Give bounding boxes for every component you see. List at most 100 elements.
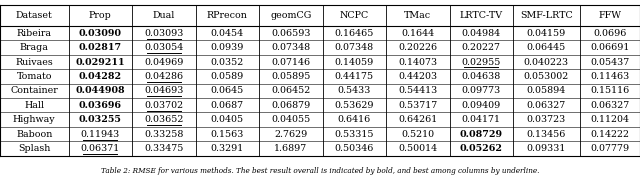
Text: 0.03054: 0.03054 (144, 43, 184, 52)
Text: 0.0589: 0.0589 (211, 72, 244, 81)
Text: 0.53629: 0.53629 (335, 101, 374, 110)
Text: 0.64261: 0.64261 (398, 115, 437, 124)
Text: Prop: Prop (89, 11, 111, 20)
Text: 0.05894: 0.05894 (527, 86, 566, 95)
Text: 0.5210: 0.5210 (401, 130, 435, 139)
Text: 0.0352: 0.0352 (211, 57, 244, 67)
Text: 0.6416: 0.6416 (338, 115, 371, 124)
Text: 1.6897: 1.6897 (274, 144, 307, 153)
Text: 0.5433: 0.5433 (337, 86, 371, 95)
Text: 0.16465: 0.16465 (335, 29, 374, 38)
Text: 0.09773: 0.09773 (461, 86, 501, 95)
Text: 0.04286: 0.04286 (144, 72, 183, 81)
Text: 0.0645: 0.0645 (211, 86, 244, 95)
Text: 0.33258: 0.33258 (144, 130, 184, 139)
Text: LRTC-TV: LRTC-TV (460, 11, 503, 20)
Text: 0.05437: 0.05437 (590, 57, 630, 67)
Text: 0.08729: 0.08729 (460, 130, 503, 139)
Text: 0.06593: 0.06593 (271, 29, 310, 38)
Text: 0.029211: 0.029211 (76, 57, 125, 67)
Text: Tomato: Tomato (17, 72, 52, 81)
Text: 0.20227: 0.20227 (461, 43, 500, 52)
Text: 0.0939: 0.0939 (211, 43, 244, 52)
Text: Highway: Highway (13, 115, 56, 124)
Text: 0.33475: 0.33475 (144, 144, 184, 153)
Text: 0.1644: 0.1644 (401, 29, 435, 38)
Text: Table 2: RMSE for various methods. The best result overall is indicated by bold,: Table 2: RMSE for various methods. The b… (101, 167, 539, 175)
Text: 0.03255: 0.03255 (79, 115, 122, 124)
Text: 0.03723: 0.03723 (527, 115, 566, 124)
Text: 0.44175: 0.44175 (335, 72, 374, 81)
Text: Dataset: Dataset (16, 11, 52, 20)
Text: Container: Container (10, 86, 58, 95)
Text: 0.3291: 0.3291 (211, 144, 244, 153)
Text: 0.06452: 0.06452 (271, 86, 310, 95)
Text: Dual: Dual (152, 11, 175, 20)
Text: TMac: TMac (404, 11, 431, 20)
Text: 0.06327: 0.06327 (527, 101, 566, 110)
Text: 0.04159: 0.04159 (527, 29, 566, 38)
Text: 0.04693: 0.04693 (144, 86, 184, 95)
Text: 0.04984: 0.04984 (461, 29, 501, 38)
Text: 0.07146: 0.07146 (271, 57, 310, 67)
Text: 0.0405: 0.0405 (211, 115, 244, 124)
Text: 0.09331: 0.09331 (527, 144, 566, 153)
Text: NCPC: NCPC (340, 11, 369, 20)
Text: 0.053002: 0.053002 (524, 72, 569, 81)
Text: 0.02817: 0.02817 (79, 43, 122, 52)
Text: 0.06879: 0.06879 (271, 101, 310, 110)
Text: 0.044908: 0.044908 (76, 86, 125, 95)
Text: 0.07779: 0.07779 (590, 144, 630, 153)
Text: 0.06327: 0.06327 (590, 101, 630, 110)
Text: 0.06371: 0.06371 (81, 144, 120, 153)
Text: Baboon: Baboon (16, 130, 52, 139)
Text: 0.14073: 0.14073 (398, 57, 437, 67)
Text: 0.06691: 0.06691 (590, 43, 630, 52)
Text: geomCG: geomCG (270, 11, 312, 20)
Text: 0.03652: 0.03652 (144, 115, 184, 124)
Text: Hall: Hall (24, 101, 44, 110)
Text: 0.53315: 0.53315 (335, 130, 374, 139)
Text: 0.14222: 0.14222 (591, 130, 629, 139)
Text: 0.14059: 0.14059 (335, 57, 374, 67)
Text: 0.040223: 0.040223 (524, 57, 569, 67)
Text: 0.50346: 0.50346 (335, 144, 374, 153)
Text: 0.20226: 0.20226 (398, 43, 437, 52)
Text: SMF-LRTC: SMF-LRTC (520, 11, 573, 20)
Text: 0.11943: 0.11943 (81, 130, 120, 139)
Text: 0.0454: 0.0454 (211, 29, 244, 38)
Text: 0.13456: 0.13456 (527, 130, 566, 139)
Text: 0.04055: 0.04055 (271, 115, 310, 124)
Text: 0.03696: 0.03696 (79, 101, 122, 110)
Text: 0.0696: 0.0696 (593, 29, 627, 38)
Text: 0.09409: 0.09409 (461, 101, 501, 110)
Text: 0.0687: 0.0687 (211, 101, 244, 110)
Text: 0.07348: 0.07348 (271, 43, 310, 52)
Text: FFW: FFW (598, 11, 621, 20)
Text: Splash: Splash (18, 144, 51, 153)
Text: Braga: Braga (20, 43, 49, 52)
Text: 0.04969: 0.04969 (144, 57, 184, 67)
Text: 0.50014: 0.50014 (398, 144, 437, 153)
Text: 0.54413: 0.54413 (398, 86, 437, 95)
Text: 0.02955: 0.02955 (461, 57, 501, 67)
Text: 0.05895: 0.05895 (271, 72, 310, 81)
Text: 0.04171: 0.04171 (461, 115, 500, 124)
Text: 0.04638: 0.04638 (461, 72, 501, 81)
Text: RPrecon: RPrecon (207, 11, 248, 20)
Text: Ruivaes: Ruivaes (15, 57, 53, 67)
Text: 0.15116: 0.15116 (590, 86, 630, 95)
Text: 0.03702: 0.03702 (144, 101, 183, 110)
Text: Ribeira: Ribeira (17, 29, 52, 38)
Text: 0.06445: 0.06445 (527, 43, 566, 52)
Text: 0.11204: 0.11204 (591, 115, 629, 124)
Text: 0.07348: 0.07348 (335, 43, 374, 52)
Text: 0.11463: 0.11463 (590, 72, 630, 81)
Text: 0.05262: 0.05262 (460, 144, 503, 153)
Text: 0.03093: 0.03093 (144, 29, 184, 38)
Text: 0.03090: 0.03090 (79, 29, 122, 38)
Text: 0.44203: 0.44203 (398, 72, 437, 81)
Text: 0.1563: 0.1563 (211, 130, 244, 139)
Text: 2.7629: 2.7629 (274, 130, 307, 139)
Text: 0.53717: 0.53717 (398, 101, 437, 110)
